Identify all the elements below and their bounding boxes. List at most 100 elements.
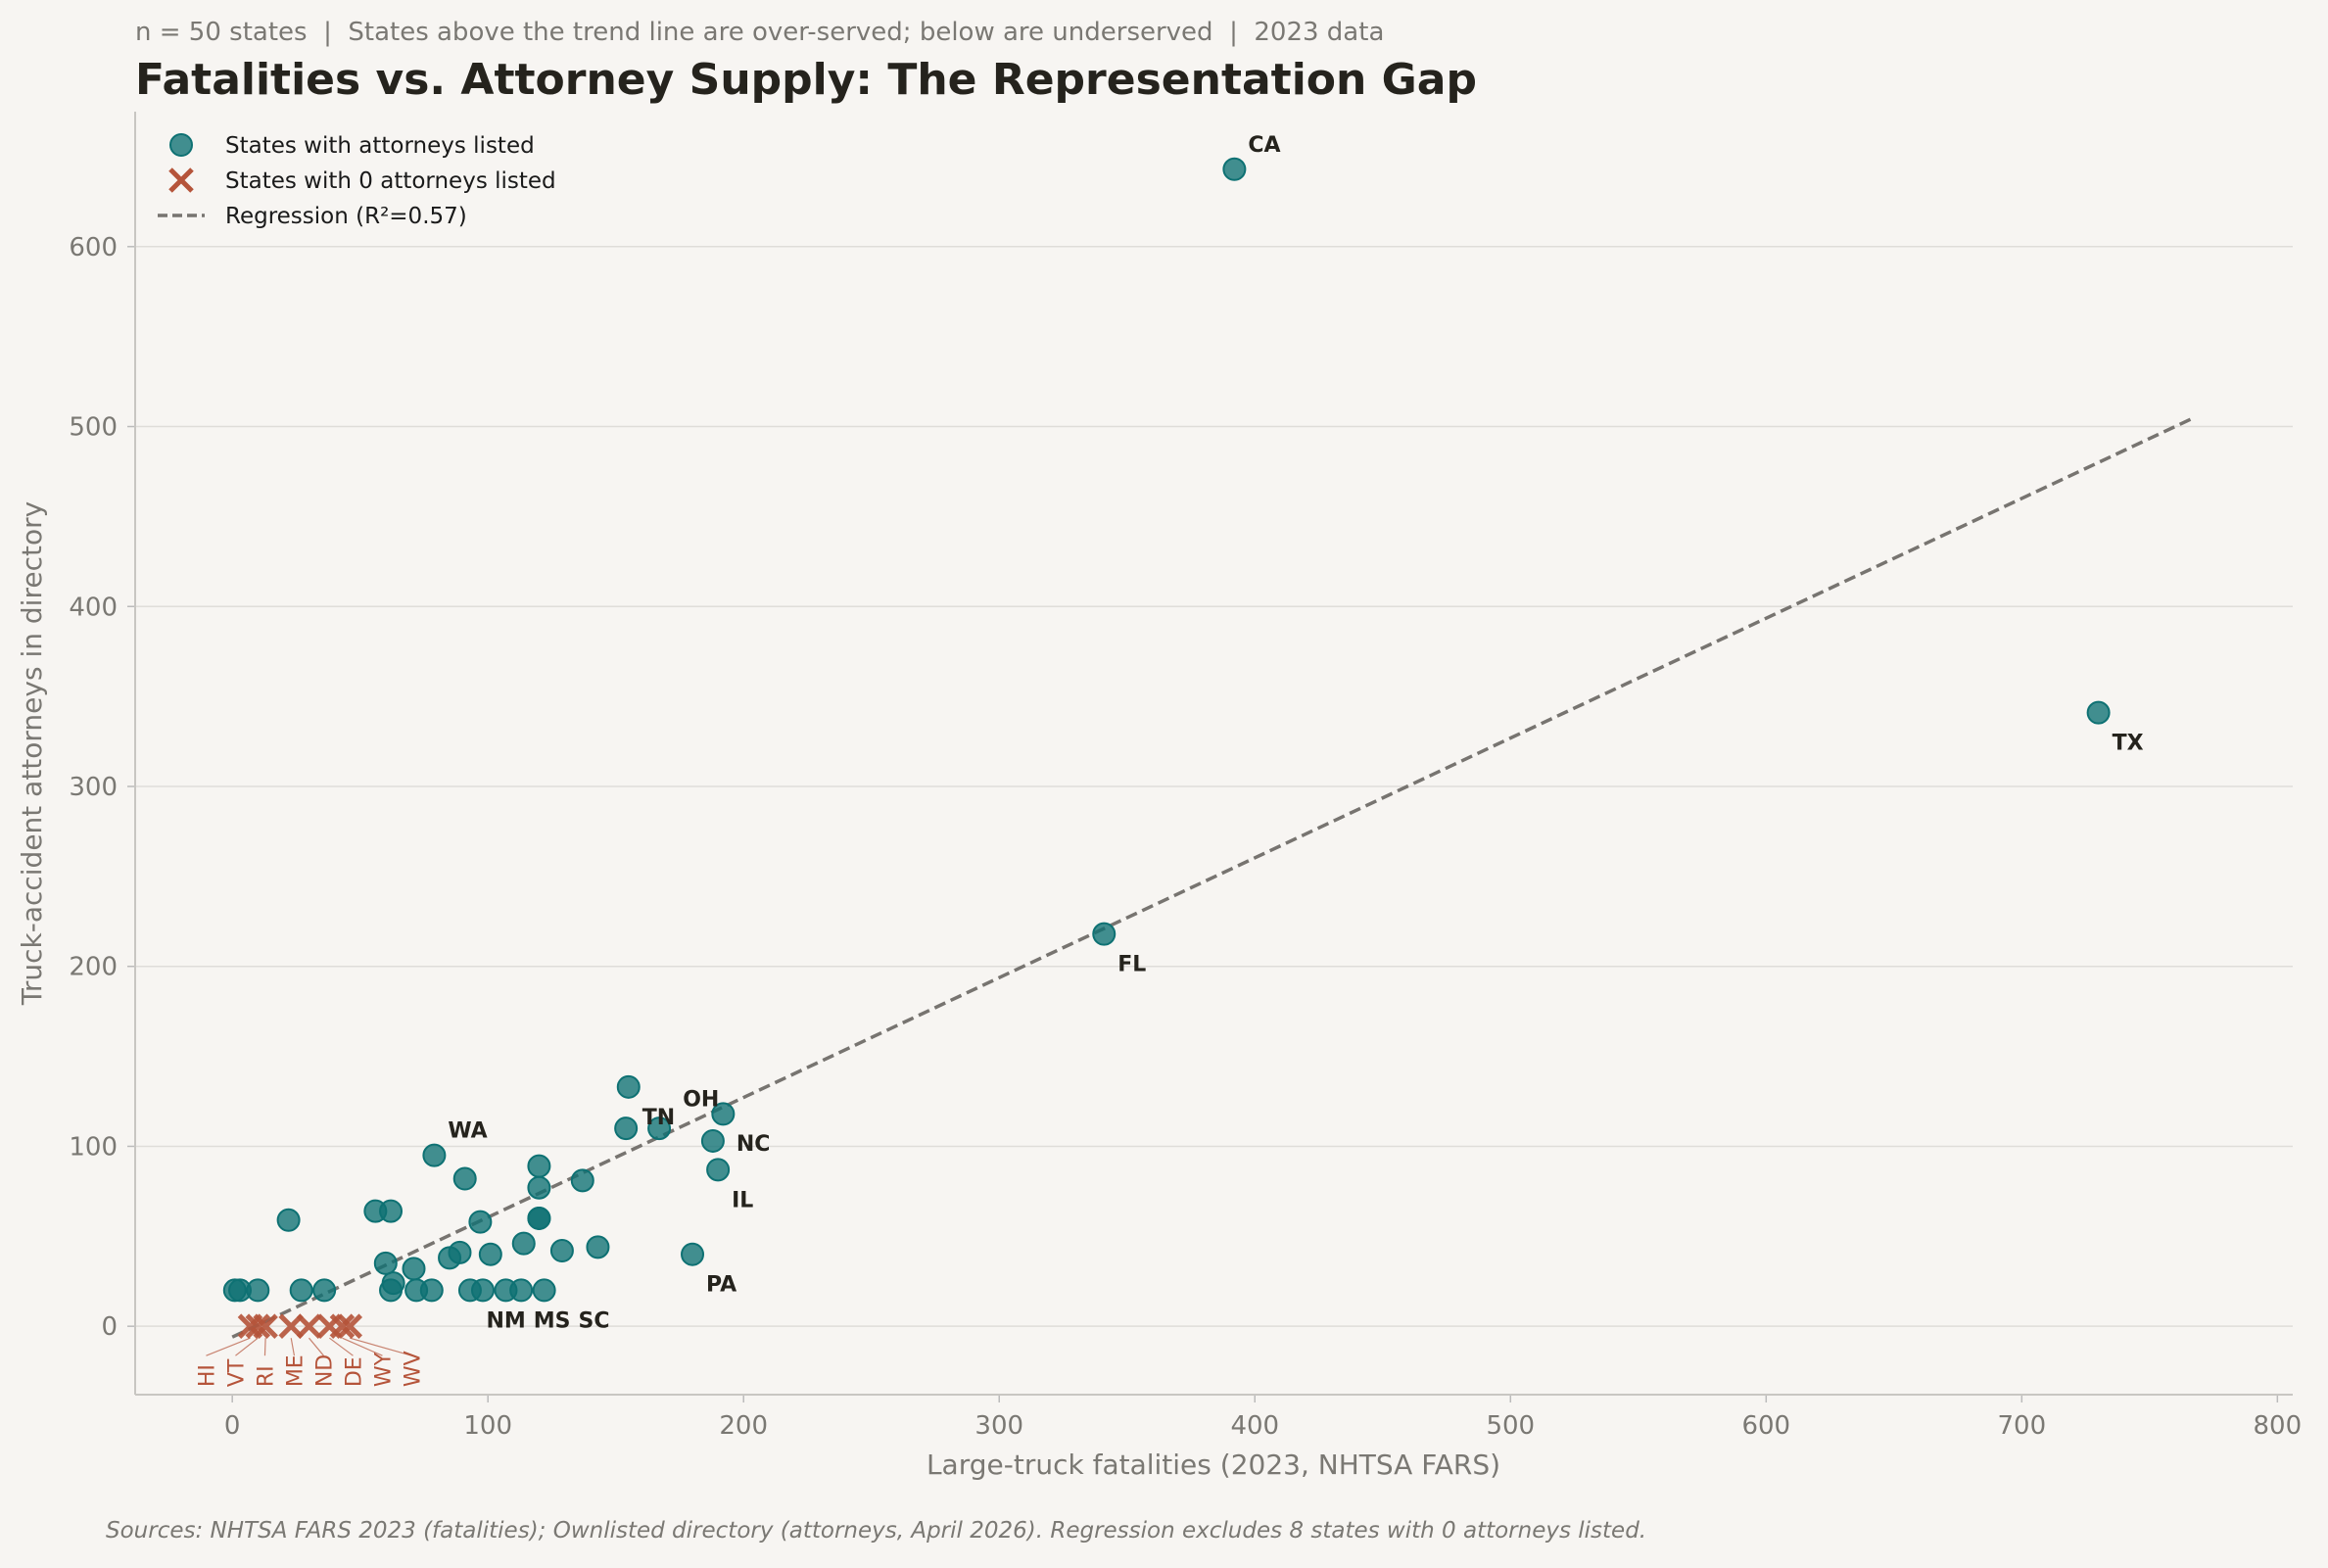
state-point (2086, 700, 2111, 725)
state-point (549, 1239, 574, 1263)
zero-state-label: RI (254, 1365, 278, 1387)
y-tick-label: 500 (69, 413, 118, 443)
state-label: TN (642, 1106, 675, 1130)
state-point (276, 1208, 301, 1232)
zero-state-label: HI (195, 1364, 219, 1387)
state-point (706, 1158, 731, 1182)
gridlines (135, 246, 2293, 1327)
state-point (511, 1231, 536, 1256)
legend-label: States with attorneys listed (225, 133, 535, 159)
zero-state-leader (350, 1337, 412, 1356)
zero-state-leader (342, 1337, 383, 1356)
zero-attorney-marker (245, 1313, 271, 1339)
state-label: CA (1248, 133, 1280, 158)
legend: States with attorneys listed States with … (158, 133, 556, 229)
state-point (509, 1278, 534, 1303)
chart-footer: Sources: NHTSA FARS 2023 (fatalities); O… (106, 1518, 1646, 1544)
state-point (527, 1206, 551, 1230)
x-axis-label: Large-truck fatalities (2023, NHTSA FARS… (926, 1449, 1500, 1481)
state-point (289, 1278, 313, 1303)
state-point (532, 1278, 556, 1303)
x-tick-label: 100 (463, 1411, 512, 1441)
x-tick-label: 200 (719, 1411, 768, 1441)
zero-attorney-marker (278, 1313, 304, 1339)
legend-x-icon (168, 167, 194, 193)
x-tick-label: 700 (1997, 1411, 2046, 1441)
zero-state-leader (263, 1338, 266, 1356)
x-tick-label: 800 (2254, 1411, 2303, 1441)
y-tick-label: 200 (69, 953, 118, 982)
y-tick-label: 100 (69, 1132, 118, 1162)
state-point (681, 1242, 705, 1266)
x-tick-label: 500 (1486, 1411, 1535, 1441)
state-point (470, 1278, 495, 1303)
state-point (614, 1117, 639, 1141)
state-point (527, 1175, 551, 1200)
state-label: IL (732, 1188, 753, 1212)
state-point (402, 1257, 426, 1281)
state-point (379, 1278, 404, 1303)
zero-state-label: VT (224, 1358, 249, 1387)
y-tick-label: 400 (69, 593, 118, 622)
zero-state-leader (235, 1337, 259, 1356)
chart-title: Fatalities vs. Attorney Supply: The Repr… (135, 55, 1477, 105)
data-marks: HI VT RI ME ND DE WY WV WA NM MS SC TN PA OH IL NC FL CA TX (195, 133, 2192, 1387)
zero-state-label: ME (283, 1354, 308, 1387)
zero-state-leader (290, 1338, 296, 1356)
state-label: NC (736, 1132, 771, 1157)
legend-circle-icon (169, 133, 193, 157)
state-label: WA (448, 1119, 487, 1144)
y-tick-label: 300 (69, 773, 118, 802)
state-point (616, 1074, 641, 1099)
x-tick-label: 300 (974, 1411, 1023, 1441)
state-point (373, 1251, 398, 1275)
axes: 0 100 200 300 400 500 600 0 100 200 300 400 500 600 70… (69, 112, 2302, 1441)
state-point (478, 1242, 502, 1266)
state-point (452, 1166, 477, 1191)
state-label: TX (2113, 732, 2144, 756)
regression-line (231, 417, 2192, 1339)
zero-attorney-marker (296, 1313, 322, 1339)
zero-attorney-marker (337, 1313, 363, 1339)
chart-subtitle: n = 50 states | States above the trend l… (135, 18, 1384, 47)
state-point (422, 1143, 447, 1167)
state-point (586, 1235, 610, 1259)
y-tick-label: 0 (101, 1312, 118, 1342)
zero-state-label: ND (312, 1354, 337, 1387)
state-point (1222, 157, 1247, 181)
zero-state-label: WV (401, 1351, 425, 1387)
state-point (468, 1210, 493, 1234)
y-tick-label: 600 (69, 233, 118, 262)
state-label: FL (1117, 953, 1146, 977)
state-point (1092, 922, 1116, 946)
zero-state-leader (309, 1337, 324, 1356)
state-point (312, 1278, 337, 1303)
state-label: NM (486, 1308, 525, 1333)
y-axis-label: Truck-accident attorneys in directory (16, 501, 48, 1006)
state-point (700, 1128, 725, 1153)
legend-label: Regression (R²=0.57) (225, 204, 467, 229)
state-point (379, 1199, 404, 1223)
zero-state-label: DE (342, 1356, 366, 1387)
state-point (711, 1102, 736, 1126)
zero-attorney-marker (253, 1313, 278, 1339)
x-tick-label: 600 (1741, 1411, 1790, 1441)
state-point (246, 1278, 270, 1303)
state-point (527, 1154, 551, 1178)
state-label: MS (534, 1308, 571, 1333)
legend-label: States with 0 attorneys listed (225, 168, 556, 194)
state-label: PA (706, 1273, 736, 1298)
state-label: OH (683, 1087, 719, 1112)
zero-attorney-marker (329, 1313, 356, 1339)
state-point (647, 1117, 672, 1141)
x-tick-label: 400 (1230, 1411, 1279, 1441)
state-point (438, 1246, 462, 1270)
zero-state-leader (329, 1337, 354, 1356)
zero-state-leader (206, 1337, 251, 1356)
zero-state-label: WY (371, 1352, 396, 1387)
state-label: SC (579, 1308, 610, 1333)
x-tick-label: 0 (224, 1411, 241, 1441)
state-point (570, 1168, 594, 1193)
